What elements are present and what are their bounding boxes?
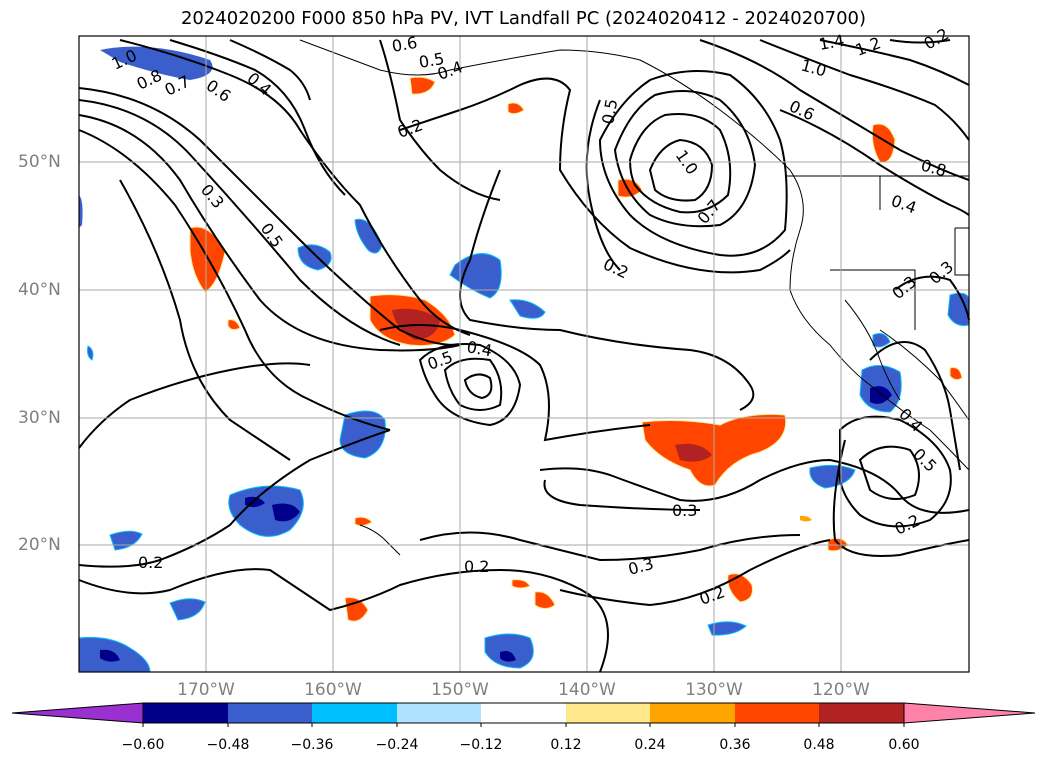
pv-negative-region	[809, 464, 856, 489]
lat-label: 30°N	[18, 408, 61, 428]
pv-negative-region	[509, 299, 546, 319]
colorbar-extend-high	[903, 702, 1036, 724]
lat-label: 50°N	[18, 152, 61, 172]
colorbar-tick-label: −0.60	[121, 737, 165, 753]
colorbar-segment	[650, 703, 735, 723]
colorbar-segment	[312, 703, 397, 723]
pv-negative-dark	[272, 503, 300, 522]
pv-negative-region	[707, 621, 747, 636]
pv-positive-region	[534, 591, 556, 609]
contour-label: 0.2	[138, 553, 163, 572]
pv-negative-region	[79, 195, 83, 228]
colorbar-extend-low	[11, 702, 144, 724]
lon-label: 150°W	[431, 680, 489, 700]
map-frame	[78, 35, 970, 673]
pv-negative-dark	[870, 386, 892, 404]
colorbar-segment	[735, 703, 819, 723]
contour-label: 0.6	[390, 33, 418, 56]
lon-label: 120°W	[812, 680, 870, 700]
contour-label: 0.2	[464, 557, 489, 576]
map-title: 2024020200 F000 850 hPa PV, IVT Landfall…	[180, 8, 867, 29]
pv-positive-dark	[675, 443, 712, 462]
lon-label: 170°W	[177, 680, 235, 700]
colorbar-tick-label: 0.60	[888, 737, 920, 753]
pv-negative-dark	[100, 649, 120, 662]
pv-negative-region	[449, 253, 502, 299]
pv-positive-region	[511, 579, 531, 589]
pv-negative-region	[872, 333, 891, 348]
pv-positive-region	[227, 319, 241, 331]
lon-label: 160°W	[304, 680, 362, 700]
pv-negative-region	[339, 410, 386, 459]
lon-label: 130°W	[685, 680, 743, 700]
colorbar	[11, 702, 1036, 727]
lat-label: 20°N	[18, 535, 61, 555]
colorbar-segment	[819, 703, 904, 723]
colorbar-tick-label: −0.12	[459, 737, 503, 753]
colorbar-tick-label: −0.36	[290, 737, 334, 753]
pv-positive-region	[949, 367, 963, 381]
pv-positive-region	[871, 123, 896, 163]
contour-label: 0.4	[465, 337, 493, 360]
pv-negative-region	[484, 633, 534, 669]
pv-positive-region	[507, 102, 525, 115]
contour-label: 0.5	[598, 97, 621, 125]
contour-label: 0.5	[417, 49, 445, 72]
colorbar-tick-label: 0.24	[634, 737, 666, 753]
lat-label: 40°N	[18, 280, 61, 300]
pv-negative-region	[169, 598, 206, 621]
colorbar-segment	[481, 703, 566, 723]
pv-positive-region	[354, 516, 373, 527]
pv-negative-dark	[500, 651, 516, 662]
coastlines	[299, 39, 970, 556]
gridlines	[79, 36, 969, 672]
contour-label: 0.3	[672, 501, 697, 520]
colorbar-tick-label: 0.36	[719, 737, 751, 753]
pv-positive-region	[800, 515, 812, 522]
lon-label: 140°W	[558, 680, 616, 700]
colorbar-tick-label: 0.48	[803, 737, 835, 753]
pv-negative-region	[87, 345, 94, 361]
plot-area: 1.0 0.8 0.7 0.6 0.4 0.3 0.5 0.2 0.6 0.5 …	[78, 24, 970, 673]
pv-negative-region	[100, 46, 213, 80]
colorbar-segment	[566, 703, 650, 723]
colorbar-segment	[143, 703, 228, 723]
colorbar-tick-label: −0.24	[375, 737, 419, 753]
colorbar-tick-label: 0.12	[550, 737, 582, 753]
colorbar-segment	[228, 703, 312, 723]
ivt-contours	[78, 39, 970, 673]
colorbar-tick-label: −0.48	[206, 737, 250, 753]
colorbar-segment	[397, 703, 481, 723]
pv-positive-region	[409, 76, 436, 95]
